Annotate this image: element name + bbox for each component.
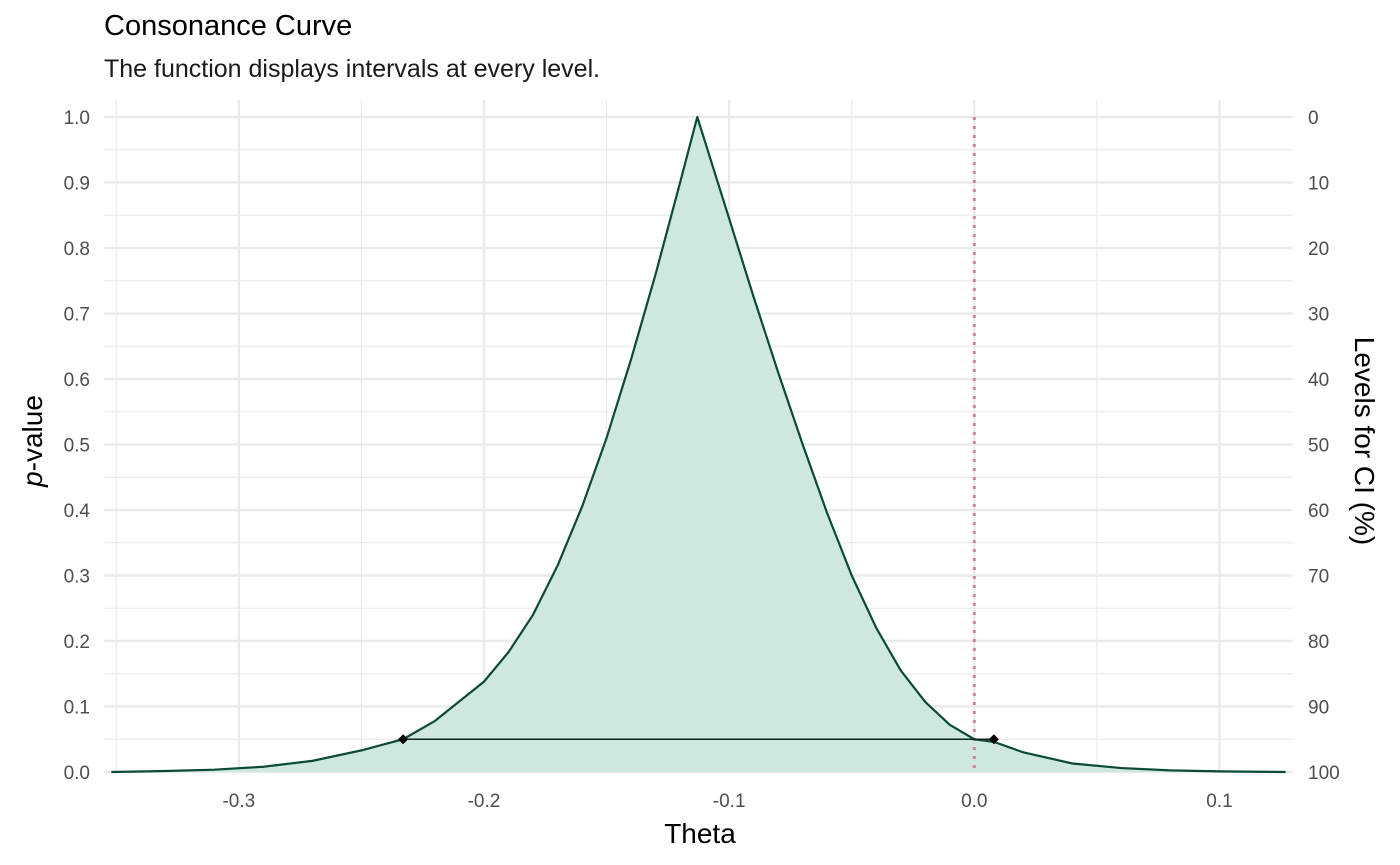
interval-lower-point <box>398 734 409 745</box>
y-tick-label: 1.0 <box>64 108 90 129</box>
x-tick-label: -0.2 <box>468 791 501 812</box>
x-tick-label: -0.3 <box>222 791 255 812</box>
x-tick-label: 0.0 <box>961 791 987 812</box>
consonance-curve-line <box>111 115 1286 774</box>
x-axis-title: Theta <box>664 818 736 849</box>
y-axis-ticks: 0.0 0.1 0.2 0.3 0.4 0.5 0.6 0.7 0.8 0.9 1.0 <box>64 108 91 784</box>
chart-title: Consonance Curve <box>104 10 353 42</box>
y-tick-label: 0.7 <box>64 305 90 326</box>
y-axis-title: p-value <box>17 395 48 488</box>
y2-tick-label: 70 <box>1308 567 1329 588</box>
y-axis-title-rest: -value <box>17 395 48 471</box>
secondary-y-axis-title: Levels for CI (%) <box>1349 337 1380 546</box>
y2-tick-label: 0 <box>1308 108 1319 129</box>
y-tick-label: 0.5 <box>64 436 90 457</box>
y2-tick-label: 30 <box>1308 305 1329 326</box>
chart-subtitle: The function displays intervals at every… <box>104 55 601 83</box>
secondary-y-axis-ticks: 0 10 20 30 40 50 60 70 80 90 100 <box>1308 108 1340 784</box>
y-tick-label: 0.0 <box>64 763 90 784</box>
y-tick-label: 0.6 <box>64 370 90 391</box>
y2-tick-label: 80 <box>1308 632 1329 653</box>
x-tick-label: 0.1 <box>1206 791 1232 812</box>
y2-tick-label: 100 <box>1308 763 1340 784</box>
y-tick-label: 0.4 <box>64 501 91 522</box>
y2-tick-label: 40 <box>1308 370 1329 391</box>
x-axis-ticks: -0.3 -0.2 -0.1 0.0 0.1 <box>222 791 1232 812</box>
y2-tick-label: 50 <box>1308 436 1329 457</box>
y-tick-label: 0.9 <box>64 174 90 195</box>
interval-upper-point <box>988 734 999 745</box>
y2-tick-label: 90 <box>1308 698 1329 719</box>
y-tick-label: 0.8 <box>64 239 90 260</box>
y-axis-title-italic: p <box>17 471 48 488</box>
y-tick-label: 0.1 <box>64 698 90 719</box>
x-tick-label: -0.1 <box>713 791 746 812</box>
consonance-area <box>111 117 1286 772</box>
y-tick-label: 0.2 <box>64 632 90 653</box>
y2-tick-label: 10 <box>1308 174 1329 195</box>
y-tick-label: 0.3 <box>64 567 90 588</box>
y2-tick-label: 60 <box>1308 501 1329 522</box>
y2-tick-label: 20 <box>1308 239 1329 260</box>
